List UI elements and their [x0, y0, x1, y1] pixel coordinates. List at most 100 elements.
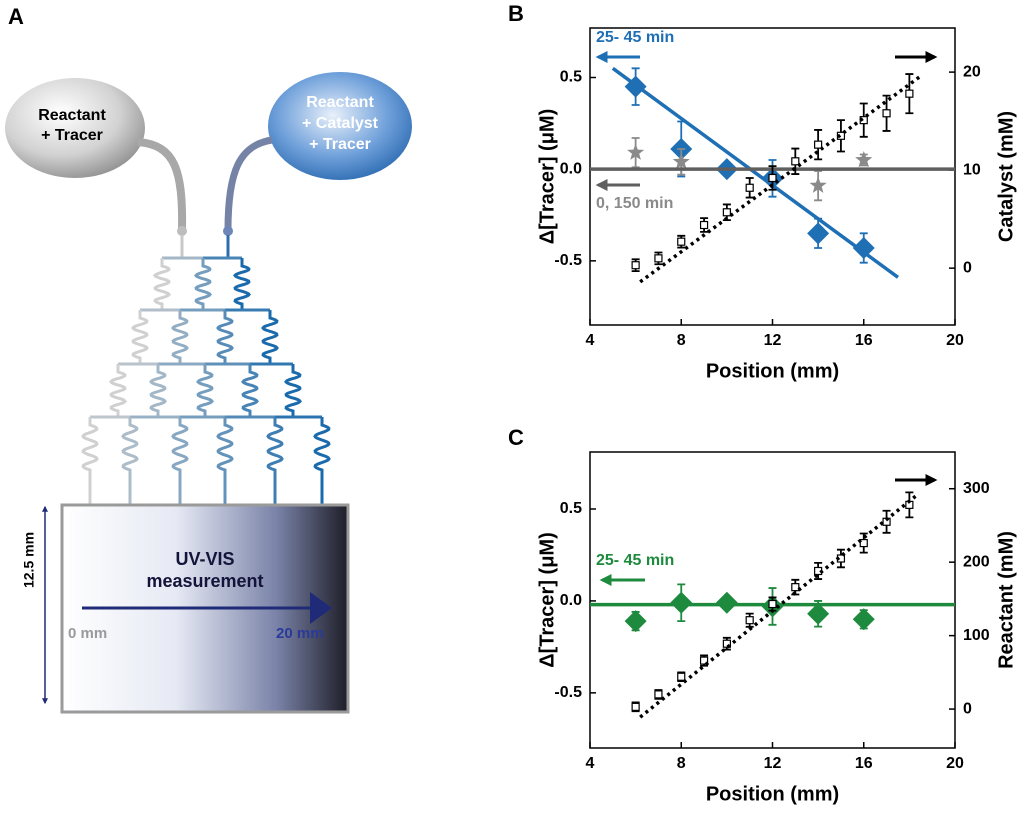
- diamond-point: [807, 602, 830, 625]
- square-point: [722, 639, 731, 648]
- y-tick-label: -0.5: [554, 252, 582, 269]
- star-point: [672, 152, 690, 170]
- serpentine: [193, 258, 213, 310]
- box-title: UV-VIS measurement: [146, 549, 263, 591]
- arrow-head: [310, 592, 332, 624]
- square-point: [699, 656, 709, 665]
- y-tick-label: 0.0: [560, 592, 582, 609]
- square-point: [745, 616, 754, 625]
- serpentine: [152, 258, 172, 310]
- series-label: 25- 45 min: [596, 552, 674, 569]
- diamond-point: [624, 610, 647, 633]
- star-point: [855, 151, 873, 168]
- tube: [137, 138, 187, 231]
- diamond-point: [852, 237, 875, 259]
- y-tick-label: 0.5: [560, 69, 582, 86]
- serpentine: [241, 364, 259, 417]
- y-tick-label: 0.0: [560, 160, 582, 177]
- diamond-point: [807, 222, 830, 245]
- serpentine: [261, 310, 279, 364]
- serpentine: [266, 417, 284, 505]
- dimension-label: 12.5 mm: [21, 532, 37, 588]
- square-point: [768, 173, 777, 183]
- reservoir-label: Reactant + Tracer: [38, 107, 106, 144]
- star-point: [809, 176, 827, 193]
- reservoir: [5, 78, 145, 178]
- star-point: [627, 143, 645, 160]
- reservoir: [268, 72, 412, 180]
- x-tick-label: 16: [855, 755, 873, 772]
- square-point: [859, 538, 868, 548]
- square-point: [677, 672, 686, 681]
- x-tick-label: 12: [764, 332, 782, 349]
- square-point: [654, 254, 663, 263]
- y2-axis-label: Catalyst (mM): [995, 111, 1017, 242]
- diamond-point: [715, 591, 738, 614]
- x-tick-label: 8: [677, 332, 686, 349]
- diamond-point: [852, 608, 875, 631]
- x-tick-label: 20: [946, 755, 964, 772]
- square-point: [631, 702, 640, 711]
- square-point: [722, 208, 731, 217]
- serpentine: [109, 364, 127, 417]
- serpentine: [149, 364, 167, 417]
- panel-label: B: [508, 1, 524, 26]
- square-point: [654, 690, 663, 699]
- serpentine: [216, 310, 234, 364]
- square-point: [791, 583, 800, 592]
- y2-tick-label: 20: [963, 63, 981, 80]
- x-tick-label: 12: [764, 755, 782, 772]
- inlet: [177, 226, 187, 236]
- panel-label: A: [8, 4, 24, 29]
- serpentine: [284, 364, 302, 417]
- x-tick-label: 20: [946, 332, 964, 349]
- serpentine: [121, 417, 139, 505]
- inlet: [223, 226, 233, 236]
- x-axis-label: Position (mm): [706, 360, 839, 382]
- x-tick-label: 8: [677, 755, 686, 772]
- serpentine: [313, 417, 331, 505]
- y2-tick-label: 300: [963, 480, 990, 497]
- y-axis-label: Δ[Tracer] (μM): [536, 109, 558, 245]
- x-tick-label: 4: [586, 332, 595, 349]
- square-point: [745, 183, 754, 192]
- reservoir-label: Reactant + Catalyst + Tracer: [302, 94, 379, 153]
- serpentine: [131, 310, 149, 364]
- scale-label: 20 mm: [276, 625, 324, 642]
- y-axis-label: Δ[Tracer] (μM): [536, 532, 558, 668]
- series-label: 25- 45 min: [596, 29, 674, 46]
- dotted-fit-line: [639, 74, 922, 284]
- square-point: [905, 89, 914, 98]
- fit-line: [611, 66, 900, 279]
- y-tick-label: 0.5: [560, 500, 582, 517]
- y2-axis-label: Reactant (mM): [995, 531, 1017, 669]
- x-tick-label: 4: [586, 755, 595, 772]
- serpentine: [216, 417, 234, 505]
- serpentine: [81, 417, 99, 505]
- diamond-point: [670, 591, 693, 614]
- square-point: [791, 157, 800, 166]
- square-point: [677, 237, 686, 246]
- x-tick-label: 16: [855, 332, 873, 349]
- y-tick-label: -0.5: [554, 684, 582, 701]
- tube: [224, 136, 273, 231]
- serpentine: [171, 310, 189, 364]
- serpentine: [171, 417, 189, 505]
- y2-tick-label: 100: [963, 627, 990, 644]
- channel-network: [81, 235, 331, 505]
- serpentine: [196, 364, 214, 417]
- square-point: [631, 261, 640, 270]
- panel-label: C: [508, 425, 524, 450]
- square-point: [814, 140, 823, 149]
- y2-tick-label: 200: [963, 553, 990, 570]
- scale-label: 0 mm: [68, 625, 107, 642]
- square-point: [882, 109, 891, 118]
- x-axis-label: Position (mm): [706, 783, 839, 805]
- y2-tick-label: 0: [963, 259, 972, 276]
- square-point: [699, 220, 709, 230]
- series-label: 0, 150 min: [596, 195, 673, 212]
- serpentine: [232, 258, 252, 310]
- y2-tick-label: 10: [963, 161, 981, 178]
